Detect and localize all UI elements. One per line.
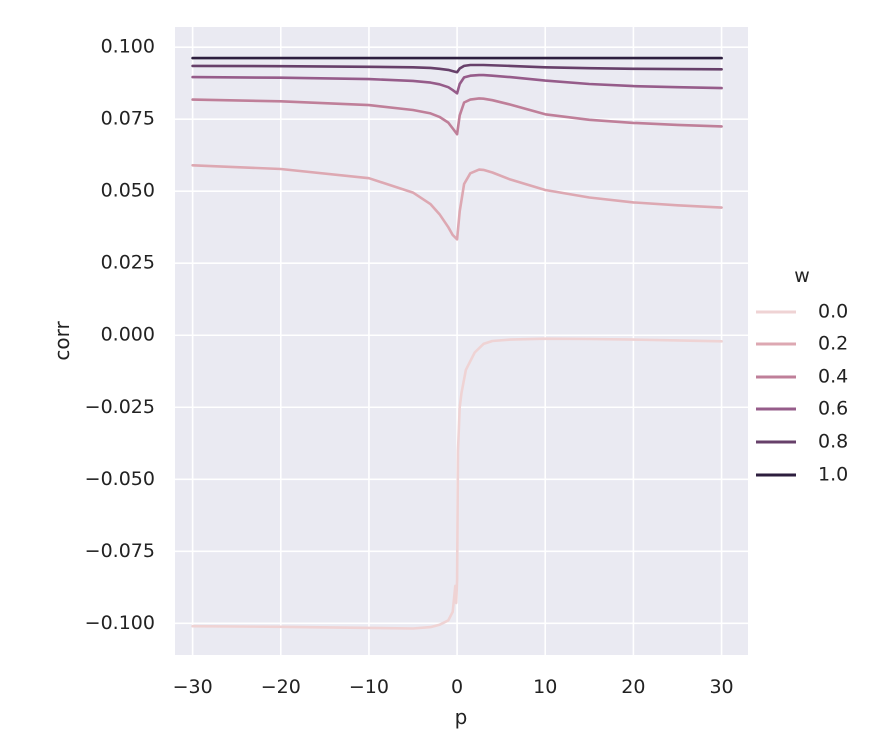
series-line-w-0-0 [191, 337, 723, 630]
x-tick-label: 0 [451, 676, 463, 698]
y-tick-label: −0.075 [85, 540, 155, 562]
legend-label: 0.8 [818, 431, 848, 453]
x-tick-label: 10 [533, 676, 557, 698]
y-tick-label: 0.000 [101, 324, 155, 346]
series-line-w-0-6 [191, 73, 723, 95]
legend: w 0.0 0.2 0.4 0.6 0.8 1.0 [756, 265, 848, 486]
series-line-w-0-8 [191, 63, 723, 74]
series-line-w-0-2 [191, 164, 723, 241]
legend-label: 0.0 [818, 301, 848, 323]
y-gridlines [175, 46, 748, 625]
series-line-w-0-4 [191, 97, 723, 136]
x-tick-label: −20 [261, 676, 301, 698]
y-tick-label: −0.025 [85, 396, 155, 418]
y-axis-label: corr [50, 321, 74, 361]
x-axis-label: p [455, 705, 468, 729]
y-tick-label: 0.075 [101, 108, 155, 130]
legend-label: 1.0 [818, 464, 848, 486]
y-tick-label: 0.100 [101, 36, 155, 58]
x-tick-label: 20 [621, 676, 645, 698]
legend-label: 0.2 [818, 333, 848, 355]
legend-label: 0.4 [818, 366, 848, 388]
x-tick-label: 30 [709, 676, 733, 698]
legend-title: w [794, 265, 810, 287]
x-tick-labels: −30 −20 −10 0 10 20 30 [173, 676, 734, 698]
x-tick-label: −10 [349, 676, 389, 698]
legend-label: 0.6 [818, 398, 848, 420]
y-tick-label: −0.100 [85, 612, 155, 634]
y-tick-labels: 0.100 0.075 0.050 0.025 0.000 −0.025 −0.… [85, 36, 155, 634]
series-lines [191, 56, 723, 630]
y-tick-label: 0.025 [101, 252, 155, 274]
legend-items: 0.0 0.2 0.4 0.6 0.8 1.0 [756, 301, 848, 486]
y-tick-label: −0.050 [85, 468, 155, 490]
y-tick-label: 0.050 [101, 180, 155, 202]
x-tick-label: −30 [173, 676, 213, 698]
